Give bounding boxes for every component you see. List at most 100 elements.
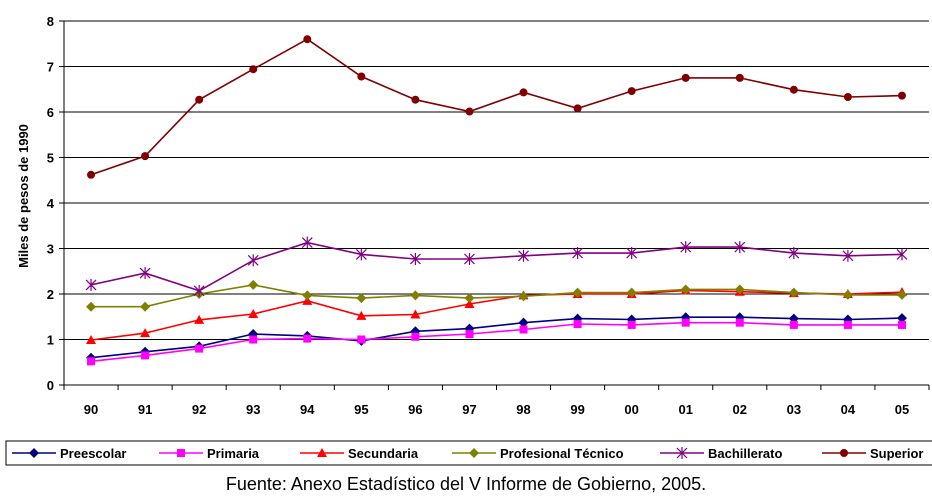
data-point [247, 254, 259, 267]
data-point [518, 291, 529, 302]
series-line [90, 38, 903, 176]
series-profesional-técnico [86, 279, 907, 312]
data-point [141, 152, 150, 161]
legend-item: Secundaria [300, 446, 419, 461]
x-tick-label: 97 [462, 402, 476, 417]
data-point [87, 357, 96, 366]
data-point [519, 88, 528, 97]
data-point [680, 241, 692, 254]
data-point [735, 318, 744, 327]
data-point [897, 91, 906, 100]
data-point [193, 284, 205, 297]
data-point [573, 320, 582, 329]
series-superior [87, 35, 906, 179]
data-point [356, 310, 367, 320]
data-point [681, 318, 690, 327]
data-point [518, 249, 529, 262]
data-point [897, 320, 906, 329]
data-point [411, 95, 420, 104]
data-point [357, 335, 366, 344]
data-point [303, 334, 312, 343]
y-tick-label: 8 [47, 14, 54, 29]
x-tick-label: 99 [570, 402, 584, 417]
series-line [91, 284, 902, 308]
x-tick-label: 96 [408, 402, 422, 417]
data-point [788, 287, 799, 298]
data-point [355, 248, 367, 261]
data-point [86, 334, 97, 344]
series-line [90, 316, 903, 359]
data-point [140, 301, 151, 312]
data-point [85, 278, 97, 291]
x-tick-label: 90 [84, 402, 98, 417]
legend-marker [317, 448, 327, 457]
legend-marker [469, 448, 479, 458]
data-point [842, 289, 853, 300]
legend-item: Superior [822, 446, 923, 461]
data-point [896, 313, 907, 324]
data-point [519, 325, 528, 334]
legend-item: Preescolar [12, 446, 127, 461]
axes [63, 21, 929, 386]
data-point [248, 309, 259, 319]
y-tick-label: 1 [47, 333, 54, 348]
data-point [302, 290, 313, 301]
x-tick-label: 03 [787, 402, 801, 417]
data-point [842, 249, 854, 262]
legend-label: Bachillerato [708, 446, 782, 461]
data-point [301, 236, 313, 249]
data-point [626, 247, 638, 260]
x-tick-label: 91 [138, 402, 152, 417]
series-preescolar [86, 312, 907, 363]
x-tick-label: 98 [516, 402, 530, 417]
series-line [90, 241, 903, 292]
data-point [572, 247, 584, 260]
y-tick-label: 7 [47, 60, 54, 75]
data-point [843, 320, 852, 329]
legend-label: Superior [870, 446, 923, 461]
series-bachillerato [85, 236, 908, 297]
data-point [680, 284, 691, 295]
data-point [572, 287, 583, 298]
legend-marker [29, 448, 39, 458]
y-axis-ticks: 0 1 2 3 4 5 6 7 8 [47, 14, 64, 393]
data-point [356, 293, 367, 304]
data-point [410, 309, 421, 319]
legend-item: Bachillerato [660, 446, 782, 461]
data-point [627, 320, 636, 329]
x-tick-label: 93 [246, 402, 260, 417]
data-point [409, 252, 421, 265]
data-point [464, 293, 475, 304]
data-point [896, 289, 907, 300]
x-tick-label: 94 [300, 402, 315, 417]
data-point [735, 73, 744, 82]
data-point [464, 252, 475, 265]
y-tick-label: 3 [47, 242, 54, 257]
data-point [87, 170, 96, 179]
series-primaria [87, 318, 906, 366]
x-tick-label: 01 [678, 402, 692, 417]
data-point [410, 290, 421, 301]
source-note: Fuente: Anexo Estadístico del V Informe … [226, 474, 706, 494]
legend-marker [676, 447, 688, 459]
legend-box [5, 440, 932, 466]
x-tick-label: 04 [841, 402, 856, 417]
y-tick-label: 4 [47, 196, 55, 211]
y-tick-label: 6 [47, 105, 54, 120]
data-point [734, 284, 745, 295]
data-point [789, 85, 798, 94]
data-point [303, 35, 312, 44]
legend-marker [177, 449, 185, 457]
data-point [357, 72, 366, 81]
y-tick-label: 0 [47, 378, 54, 393]
x-axis-ticks: 90 91 92 93 94 95 96 97 98 99 00 01 02 03 04 05 [63, 385, 930, 417]
data-point [195, 95, 204, 104]
data-point [249, 335, 258, 344]
data-point [86, 301, 97, 312]
series-lines [85, 35, 908, 366]
data-point [194, 314, 205, 324]
legend-label: Secundaria [348, 446, 419, 461]
data-point [843, 92, 852, 101]
legend-label: Profesional Técnico [500, 446, 624, 461]
